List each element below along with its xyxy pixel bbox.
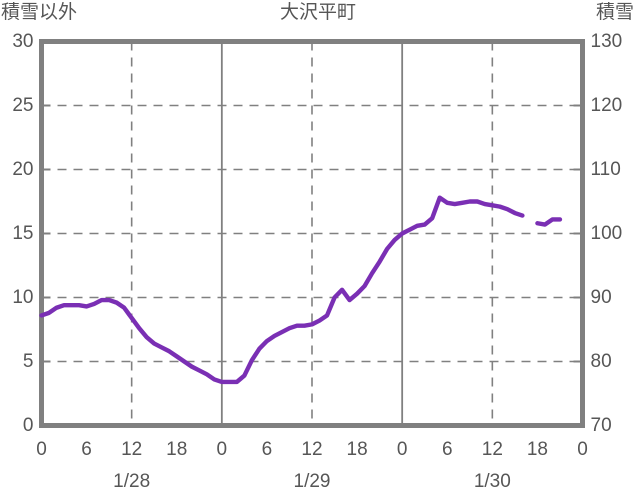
page-title: 大沢平町 [279, 2, 356, 23]
x-axis-day-label: 1/29 [293, 471, 331, 492]
x-axis-tick-label: 12 [301, 439, 323, 460]
x-axis-tick-label: 18 [526, 439, 548, 460]
x-axis-tick-label: 18 [166, 439, 188, 460]
y-axis-left-tick-label: 0 [22, 414, 34, 436]
y-axis-right-tick-label: 110 [590, 158, 621, 180]
gridlines [41, 41, 583, 426]
y-axis-left-tick-label: 5 [22, 350, 34, 372]
y-axis-right-tick-label: 80 [590, 350, 612, 372]
series-segment [39, 195, 525, 385]
axis-ticks [41, 104, 583, 363]
x-axis-tick-label: 6 [81, 439, 92, 460]
x-axis-tick-label: 6 [261, 439, 273, 460]
y-axis-right-tick-label: 130 [590, 30, 623, 52]
y-axis-right-tick-label: 90 [590, 286, 612, 308]
x-axis-tick-label: 0 [396, 439, 408, 460]
left-axis-title: 積雪以外 [1, 2, 78, 23]
y-axis-left-tick-label: 20 [12, 158, 34, 180]
x-axis-tick-label: 12 [481, 439, 503, 460]
y-axis-left-tick-label: 15 [12, 222, 34, 244]
series-segment [535, 217, 563, 227]
x-axis-day-label: 1/30 [473, 471, 511, 492]
x-axis-tick-label: 12 [121, 439, 143, 460]
y-axis-left-tick-label: 25 [12, 94, 34, 116]
x-axis-tick-label: 0 [216, 439, 228, 460]
x-axis-tick-label: 6 [441, 439, 453, 460]
x-axis-tick-label: 0 [36, 439, 47, 460]
y-axis-right-tick-label: 100 [590, 222, 623, 244]
y-axis-left-tick-label: 10 [12, 286, 34, 308]
data-series-line [39, 195, 563, 385]
right-axis-title: 積雪 [595, 2, 634, 23]
x-axis-tick-label: 18 [346, 439, 368, 460]
x-axis-tick-label: 0 [577, 439, 588, 460]
y-axis-right-tick-label: 120 [590, 94, 623, 116]
y-axis-left-tick-label: 30 [12, 30, 34, 52]
x-axis-day-label: 1/28 [113, 471, 151, 492]
y-axis-right-tick-label: 70 [590, 414, 612, 436]
